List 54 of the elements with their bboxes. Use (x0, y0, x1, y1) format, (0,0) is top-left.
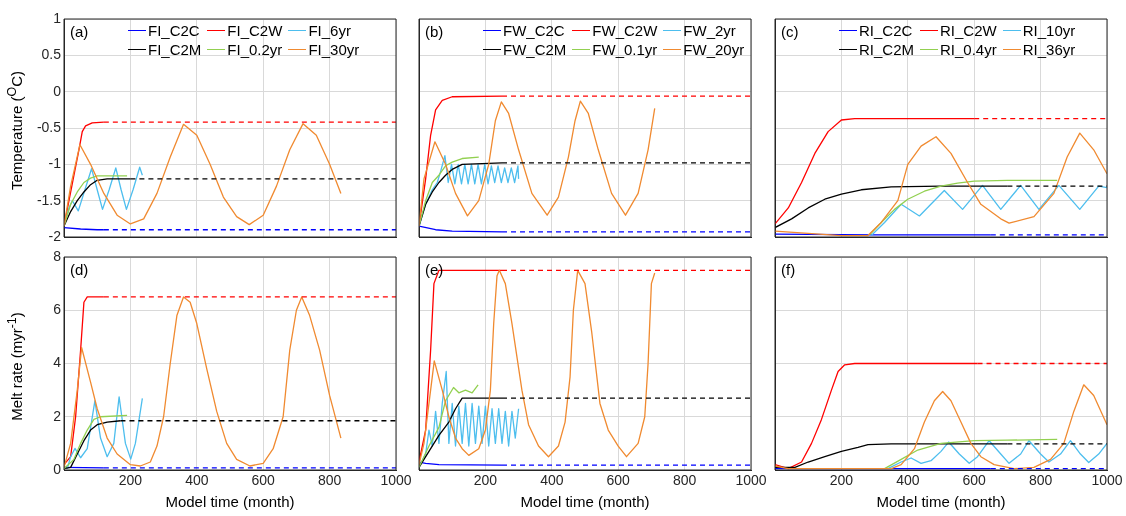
legend-label: FI_C2W (227, 21, 283, 40)
x-tick-label: 200 (829, 472, 854, 489)
legend-label: RI_36yr (1022, 40, 1076, 59)
x-tick-label: 400 (896, 472, 920, 489)
y-tick-label: 6 (53, 301, 62, 318)
annotation: (b) (425, 22, 444, 40)
x-tick-label: 1000 (735, 472, 767, 489)
y-tick-label: 1 (53, 9, 62, 26)
y-tick-label: -1.5 (36, 191, 62, 208)
y-tick-label: -1 (48, 155, 62, 172)
legend-label: FI_C2M (148, 40, 202, 59)
x-axis-title: Model time (month) (519, 492, 651, 512)
y-tick-label: 0 (53, 82, 62, 99)
y-tick-label: 8 (53, 247, 62, 264)
legend-label: FW_C2W (592, 21, 658, 40)
legend-label: RI_C2C (859, 21, 913, 40)
y-tick-label: 4 (53, 354, 62, 371)
legend-label: FI_0.2yr (227, 40, 283, 59)
annotation: (d) (70, 260, 89, 278)
legend-label: RI_10yr (1022, 21, 1076, 40)
annotation: (f) (781, 260, 796, 278)
y-tick-label: 2 (53, 407, 62, 424)
annotation: (e) (425, 260, 444, 278)
y-tick-label: 0 (53, 460, 62, 477)
x-tick-label: 1000 (1091, 472, 1123, 489)
legend-label: RI_0.4yr (940, 40, 997, 59)
x-tick-label: 600 (251, 472, 276, 489)
x-axis-title: Model time (month) (875, 492, 1007, 512)
legend-label: FI_30yr (308, 40, 360, 59)
legend-label: FW_2yr (683, 21, 736, 40)
annotation: (c) (781, 22, 799, 40)
annotation: (a) (70, 22, 89, 40)
x-axis-title: Model time (month) (164, 492, 296, 512)
legend-label: FW_20yr (683, 40, 745, 59)
legend-label: RI_C2W (940, 21, 997, 40)
legend-label: FI_C2C (148, 21, 200, 40)
x-tick-label: 800 (317, 472, 342, 489)
legend-label: FW_0.1yr (592, 40, 658, 59)
legend-label: FW_C2C (503, 21, 565, 40)
y-tick-label: -2 (48, 227, 62, 244)
x-tick-label: 800 (672, 472, 697, 489)
y-tick-label: 0.5 (41, 46, 62, 63)
x-tick-label: 600 (606, 472, 631, 489)
x-tick-label: 400 (185, 472, 209, 489)
legend-label: RI_C2M (859, 40, 915, 59)
legend-label: FW_C2M (503, 40, 567, 59)
y-tick-label: -0.5 (36, 118, 62, 135)
x-tick-label: 800 (1028, 472, 1053, 489)
x-tick-label: 200 (118, 472, 143, 489)
x-tick-label: 1000 (380, 472, 412, 489)
x-tick-label: 200 (473, 472, 498, 489)
x-tick-label: 600 (962, 472, 987, 489)
x-tick-label: 400 (540, 472, 564, 489)
legend-label: FI_6yr (308, 21, 351, 40)
